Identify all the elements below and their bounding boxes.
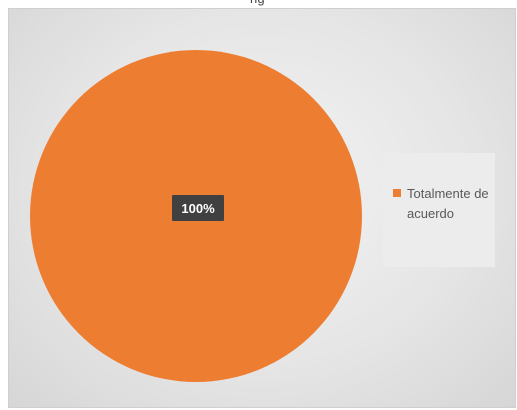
legend-label: Totalmente de acuerdo <box>407 186 489 221</box>
legend-entry: Totalmente de acuerdo <box>393 184 495 224</box>
legend: Totalmente de acuerdo <box>383 153 495 267</box>
top-strip: ng <box>0 0 517 8</box>
clipped-caption-text: ng <box>250 0 265 6</box>
legend-swatch <box>393 189 401 197</box>
pie-data-label: 100% <box>172 195 224 221</box>
